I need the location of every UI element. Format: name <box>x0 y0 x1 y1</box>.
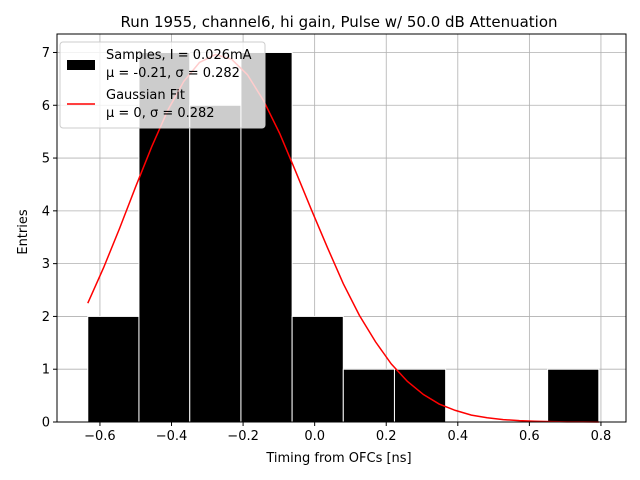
histogram-bar <box>291 315 344 423</box>
histogram-bar <box>393 368 447 423</box>
y-tick-label: 5 <box>42 152 50 167</box>
y-tick-label: 2 <box>42 310 50 325</box>
legend-fit-label-line1: Gaussian Fit <box>106 88 185 103</box>
y-tick-label: 3 <box>42 257 50 272</box>
legend-box <box>59 41 266 129</box>
x-tick-label: 0.2 <box>376 429 397 444</box>
histogram-bar <box>342 368 395 423</box>
legend: Samples, I = 0.026mA μ = -0.21, σ = 0.28… <box>59 41 266 129</box>
x-axis-ticks: −0.6 −0.4 −0.2 0.0 0.2 0.4 0.6 0.8 <box>84 422 611 444</box>
legend-histogram-label-line2: μ = -0.21, σ = 0.282 <box>106 66 240 81</box>
plot-frame <box>56 33 627 423</box>
legend-fit-label-line2: μ = 0, σ = 0.282 <box>106 106 215 121</box>
y-tick-label: 6 <box>42 99 50 114</box>
legend-histogram-swatch <box>67 60 95 70</box>
x-tick-label: 0.4 <box>447 429 468 444</box>
chart-title: Run 1955, channel6, hi gain, Pulse w/ 50… <box>120 13 557 31</box>
legend-histogram-label-line1: Samples, I = 0.026mA <box>106 48 252 63</box>
x-tick-label: 0.6 <box>519 429 540 444</box>
x-tick-label: −0.4 <box>156 429 188 444</box>
x-tick-label: −0.6 <box>84 429 116 444</box>
y-tick-label: 4 <box>42 204 50 219</box>
x-axis-label: Timing from OFCs [ns] <box>265 451 411 466</box>
y-tick-label: 7 <box>42 46 50 61</box>
x-tick-label: 0.0 <box>304 429 325 444</box>
y-tick-label: 0 <box>42 416 50 431</box>
y-tick-label: 1 <box>42 363 50 378</box>
y-axis-ticks: 0 1 2 3 4 5 6 7 <box>42 46 57 431</box>
histogram-bar <box>87 315 140 423</box>
x-tick-label: −0.2 <box>227 429 259 444</box>
y-axis-label: Entries <box>16 209 31 255</box>
histogram-bar <box>547 368 600 423</box>
x-tick-label: 0.8 <box>591 429 612 444</box>
histogram-bar <box>189 104 242 423</box>
